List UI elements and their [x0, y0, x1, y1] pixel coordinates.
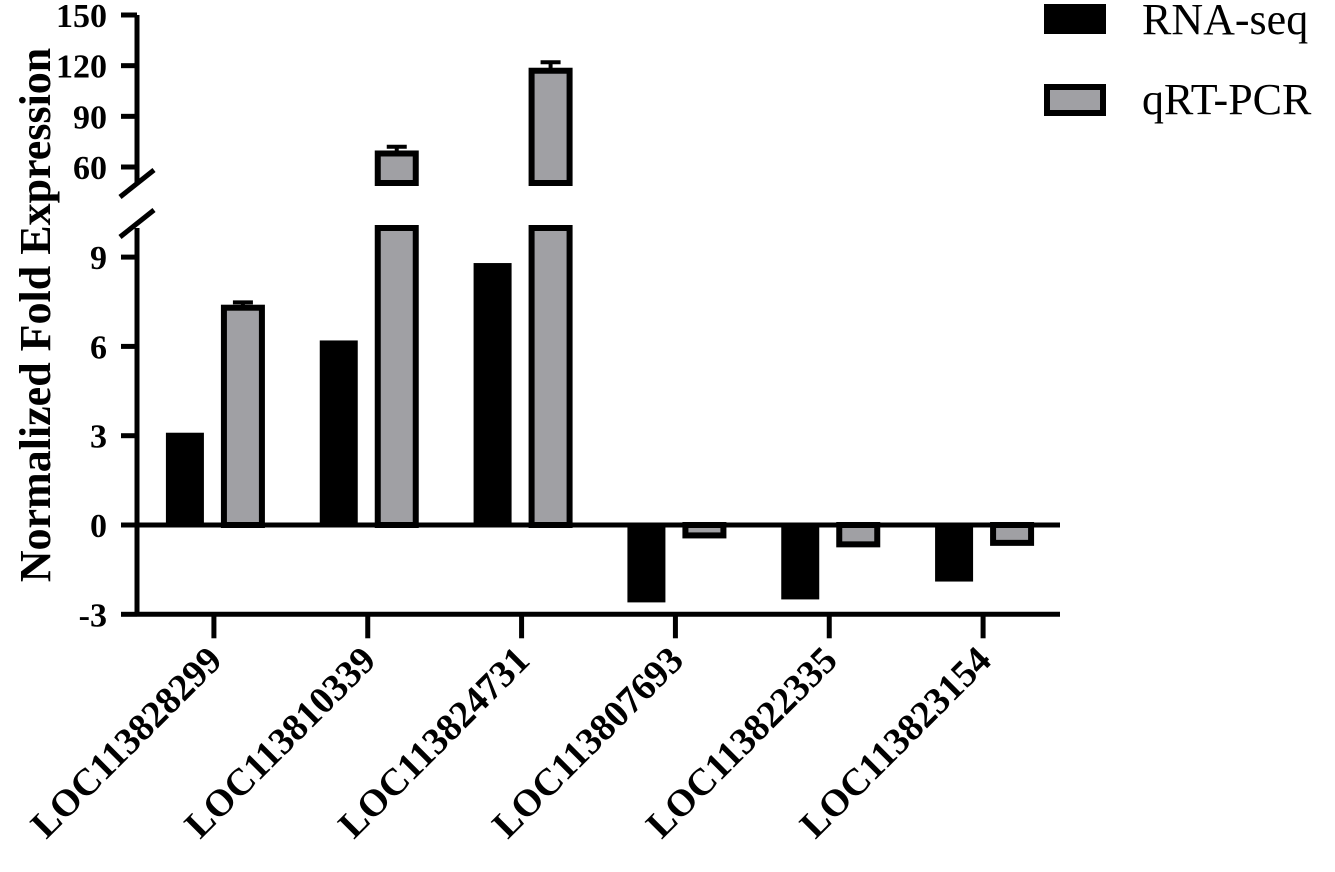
- bar-qrt-pcr-lower: [374, 225, 419, 528]
- y-tick-label: 60: [73, 150, 107, 187]
- y-tick-label: 120: [56, 49, 107, 86]
- bar-rna-seq: [781, 525, 820, 600]
- y-tick-label: 0: [90, 508, 107, 545]
- bar-rna-seq: [627, 525, 666, 603]
- bar-qrt-pcr: [220, 304, 265, 528]
- axes: [118, 12, 1060, 639]
- bar-rna-seq: [165, 432, 204, 525]
- legend-label-qrt-pcr: qRT-PCR: [1142, 75, 1312, 124]
- legend-label-rna-seq: RNA-seq: [1142, 0, 1308, 44]
- y-axis-label: Normalized Fold Expression: [11, 48, 60, 583]
- category-labels: LOC113828299LOC113810339LOC113824731LOC1…: [23, 639, 1000, 846]
- axis-break-mark-upper: [118, 168, 156, 199]
- y-axis-label-group: Normalized Fold Expression: [11, 48, 60, 583]
- y-tick-label: 6: [90, 329, 107, 366]
- y-tick-label: 9: [90, 240, 107, 277]
- y-tick-label: -3: [79, 597, 107, 634]
- y-tick-label: 90: [73, 99, 107, 136]
- bar-rna-seq: [935, 525, 974, 582]
- axis-break-mark-lower: [118, 208, 156, 239]
- bar-qrt-pcr: [682, 522, 727, 539]
- bar-rna-seq: [319, 340, 358, 525]
- tick-labels: -3 0 3 6 9 60 90 120 150: [56, 0, 107, 634]
- bar-rna-seq: [473, 263, 512, 525]
- bar-qrt-pcr-lower: [528, 225, 573, 528]
- legend: RNA-seq qRT-PCR: [1044, 0, 1312, 124]
- legend-swatch-qrt-pcr: [1044, 84, 1106, 116]
- bar-qrt-pcr: [990, 522, 1035, 546]
- y-tick-label: 150: [56, 0, 107, 35]
- bar-qrt-pcr: [836, 522, 881, 548]
- bar-qrt-pcr-upper: [374, 150, 419, 187]
- bar-qrt-pcr-upper: [528, 67, 573, 186]
- legend-swatch-rna-seq: [1044, 4, 1106, 34]
- bars: [165, 60, 1035, 603]
- y-tick-label: 3: [90, 419, 107, 456]
